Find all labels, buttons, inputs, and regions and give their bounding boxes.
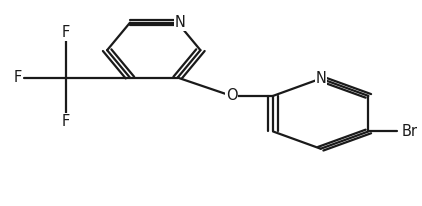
Text: F: F [14,70,22,85]
Text: F: F [62,25,70,40]
Text: N: N [315,71,326,86]
Text: Br: Br [402,124,417,139]
Text: F: F [62,114,70,129]
Text: O: O [226,88,237,103]
Text: N: N [174,15,185,30]
